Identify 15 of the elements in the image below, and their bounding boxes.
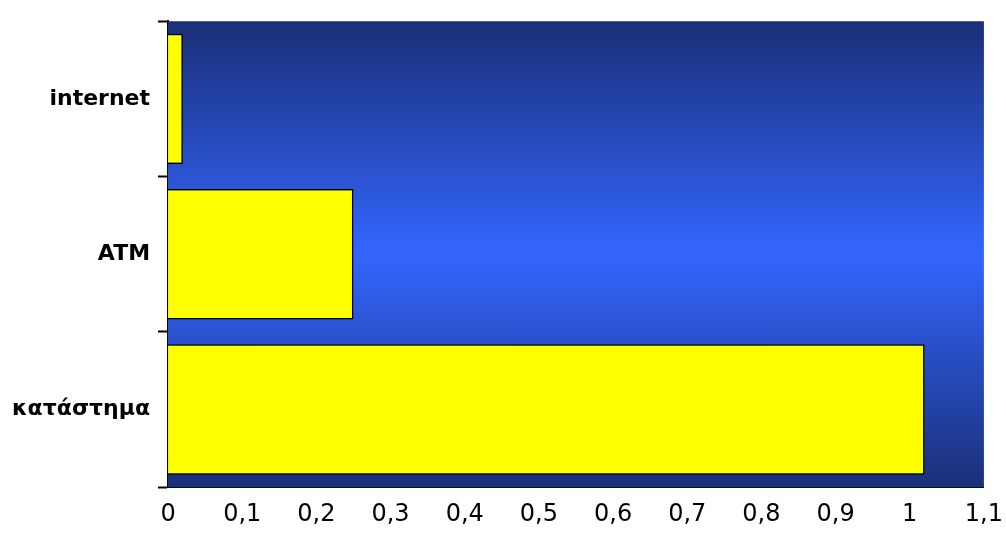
x-tick-label: 0 <box>160 498 176 527</box>
x-tick-label: 1 <box>902 498 918 527</box>
x-tick-label: 0,7 <box>668 498 707 527</box>
x-tick-label: 0,4 <box>445 498 484 527</box>
y-tick-label: internet <box>49 84 151 110</box>
x-tick-label: 0,6 <box>593 498 633 527</box>
y-tick-label: κατάστημα <box>11 395 151 421</box>
x-tick-label: 0,9 <box>816 498 855 527</box>
x-tick-label: 0,2 <box>297 498 336 527</box>
x-tick-label: 0,3 <box>371 498 410 527</box>
x-tick-label: 0,8 <box>742 498 781 527</box>
x-tick-label: 1,1 <box>964 498 1003 527</box>
x-tick-label: 0,1 <box>223 498 262 527</box>
y-tick-label: ATM <box>97 239 151 265</box>
x-tick-label: 0,5 <box>519 498 558 527</box>
